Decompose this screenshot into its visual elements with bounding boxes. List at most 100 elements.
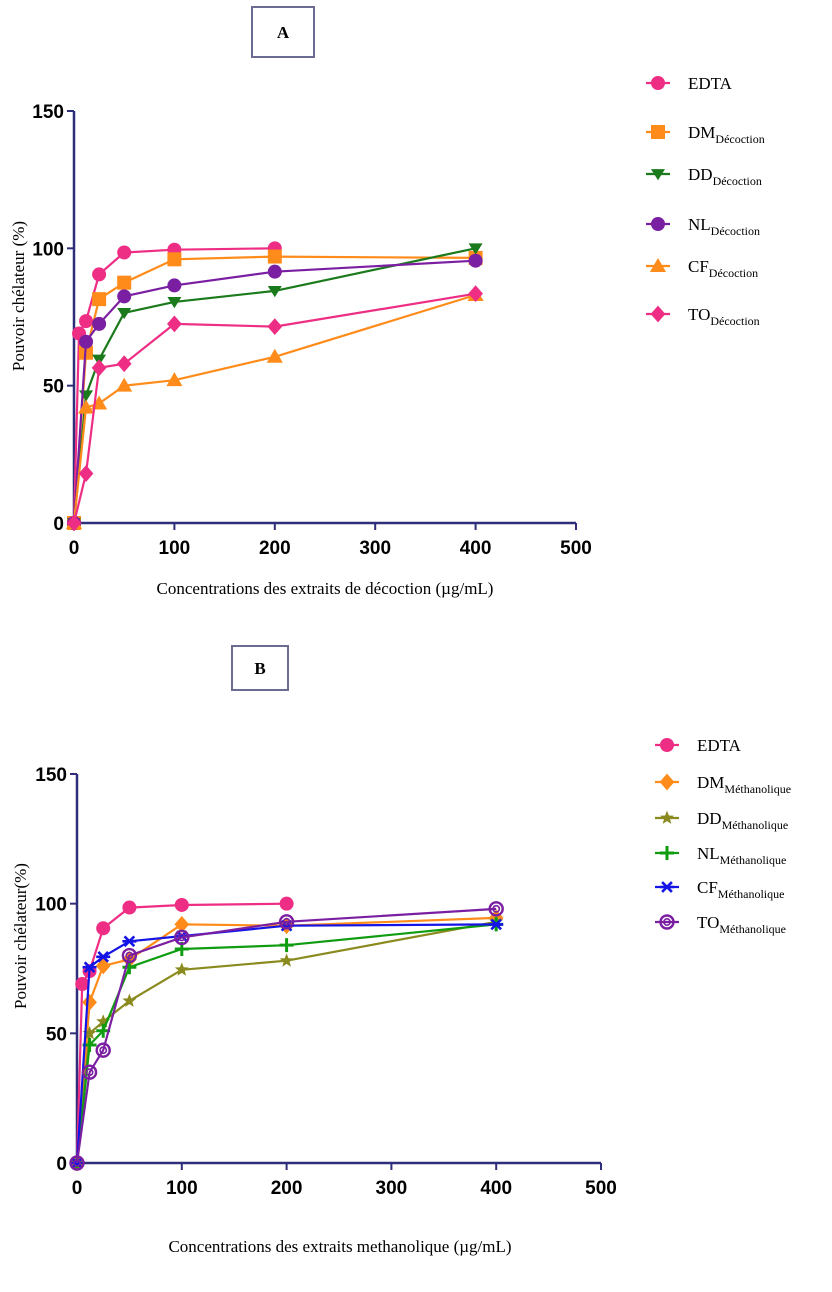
data-point [66, 514, 82, 532]
panel-label-box [251, 6, 315, 58]
legend-label: NLMéthanolique [697, 844, 786, 867]
data-point [75, 977, 90, 992]
legend-marker [660, 881, 674, 893]
x-tick-label: 100 [159, 538, 191, 559]
x-tick-label: 200 [259, 538, 291, 559]
legend-item: CFMéthanolique [655, 878, 784, 901]
series-to [66, 285, 483, 532]
data-point [117, 289, 132, 304]
y-tick-label: 50 [43, 377, 64, 398]
data-point [489, 918, 504, 931]
legend-marker [651, 125, 665, 139]
legend-marker [659, 914, 675, 930]
x-tick-label: 0 [69, 538, 80, 559]
series-layer [65, 241, 484, 532]
legend-item: EDTA [655, 736, 742, 755]
legend-marker [649, 257, 667, 272]
legend-marker [660, 738, 674, 752]
y-tick-label: 100 [32, 239, 64, 260]
data-point [96, 921, 111, 936]
data-point [488, 901, 504, 917]
data-point [174, 929, 190, 946]
legend-label: DMDécoction [688, 123, 765, 146]
data-point [81, 1064, 98, 1080]
legend-item: EDTA [646, 74, 733, 93]
x-tick-label: 400 [460, 538, 492, 559]
data-point [69, 1155, 85, 1171]
data-point [82, 993, 97, 1011]
series-line [75, 907, 497, 1164]
legend-item: NLDécoction [646, 215, 760, 238]
data-point [117, 275, 132, 290]
data-point [92, 316, 107, 331]
series-to [69, 901, 504, 1171]
data-point [174, 897, 189, 912]
data-point [267, 249, 282, 264]
chart-panel-a: A Pouvoir chélateur (%) Concentrations d… [9, 6, 765, 598]
data-point [267, 318, 283, 336]
data-point [167, 315, 182, 333]
x-tick-label: 200 [271, 1178, 303, 1199]
y-tick-label: 0 [56, 1154, 67, 1175]
legend-item: DMMéthanolique [655, 773, 791, 796]
panel-label: B [254, 659, 265, 678]
y-tick-label: 50 [46, 1024, 67, 1045]
legend-item: TODécoction [646, 305, 760, 328]
legend-item: NLMéthanolique [655, 844, 786, 867]
legend-label: CFMéthanolique [697, 878, 784, 901]
series-edta [70, 896, 294, 1170]
series-layer [69, 896, 504, 1172]
data-point [82, 1026, 97, 1040]
x-tick-label: 500 [560, 538, 592, 559]
legend-label: TODécoction [688, 305, 760, 328]
data-point [267, 286, 282, 298]
legend-item: TOMéthanolique [655, 913, 786, 936]
legend-label: CFDécoction [688, 257, 758, 280]
x-axis-title: Concentrations des extraits de décoction… [157, 579, 494, 598]
legend: EDTA DMDécoction DDDécoction NLDécoction CFD… [646, 74, 765, 328]
legend-label: TOMéthanolique [697, 913, 786, 936]
legend-label: EDTA [688, 74, 733, 93]
legend: EDTA DMMéthanolique DDMéthanolique NLMéthan… [655, 736, 791, 936]
y-tick-label: 100 [35, 895, 67, 916]
data-point [96, 951, 111, 963]
data-point [92, 267, 107, 282]
data-point [82, 961, 97, 974]
data-point [77, 399, 95, 414]
y-axis-title: Pouvoir chélateur (%) [9, 221, 28, 371]
data-point [79, 334, 94, 349]
data-point [167, 252, 182, 267]
axes: 0 100 200 300 400 500 0 50 100 150 [35, 765, 617, 1199]
series-nl [67, 253, 483, 530]
y-tick-label: 150 [32, 102, 64, 123]
data-point [267, 264, 282, 279]
x-tick-label: 0 [72, 1178, 83, 1199]
data-point [279, 896, 294, 911]
chart-panel-b: B Pouvoir chélateur(%) Concentrations de… [11, 645, 791, 1256]
data-point [95, 1042, 111, 1058]
legend-marker [651, 169, 665, 181]
data-point [91, 359, 107, 377]
data-point [279, 953, 294, 967]
legend-label: DMMéthanolique [697, 773, 791, 796]
legend-marker [651, 217, 665, 231]
data-point [266, 348, 283, 363]
data-point [78, 465, 94, 482]
x-tick-label: 500 [585, 1178, 617, 1199]
data-point [468, 243, 483, 255]
legend-item: DMDécoction [646, 123, 765, 146]
data-point [166, 372, 183, 387]
y-tick-label: 0 [53, 514, 64, 535]
axes: 0 100 200 300 400 500 0 50 100 150 [32, 102, 592, 559]
legend-marker [650, 305, 666, 323]
data-point [174, 962, 189, 976]
legend-label: DDMéthanolique [697, 809, 788, 832]
x-tick-label: 100 [166, 1178, 198, 1199]
series-line [72, 259, 476, 524]
data-point [121, 947, 138, 964]
data-point [117, 245, 132, 260]
legend-label: DDDécoction [688, 165, 762, 188]
x-tick-label: 300 [359, 538, 391, 559]
legend-marker [660, 810, 674, 824]
